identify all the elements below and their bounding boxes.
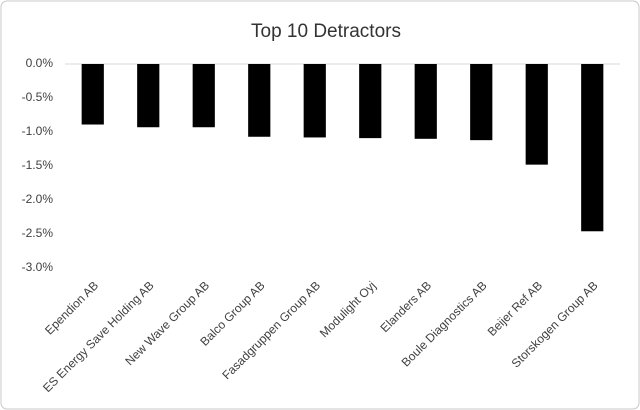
y-tick-label: -1.0% [22, 124, 54, 138]
y-tick-label: -1.5% [22, 158, 54, 172]
y-tick-label: -3.0% [22, 260, 54, 274]
bar [192, 64, 215, 128]
bar [470, 64, 493, 141]
bar [248, 64, 271, 137]
bar [414, 64, 437, 139]
y-tick-label: -0.5% [22, 90, 54, 104]
bar [525, 64, 548, 165]
bar [137, 64, 160, 128]
bar [581, 64, 604, 232]
y-tick-label: -2.5% [22, 226, 54, 240]
y-tick-label: -2.0% [22, 192, 54, 206]
bar [303, 64, 326, 138]
bar [81, 64, 104, 125]
chart-title: Top 10 Detractors [251, 21, 401, 42]
y-tick-label: 0.0% [26, 56, 54, 70]
bar [359, 64, 382, 139]
